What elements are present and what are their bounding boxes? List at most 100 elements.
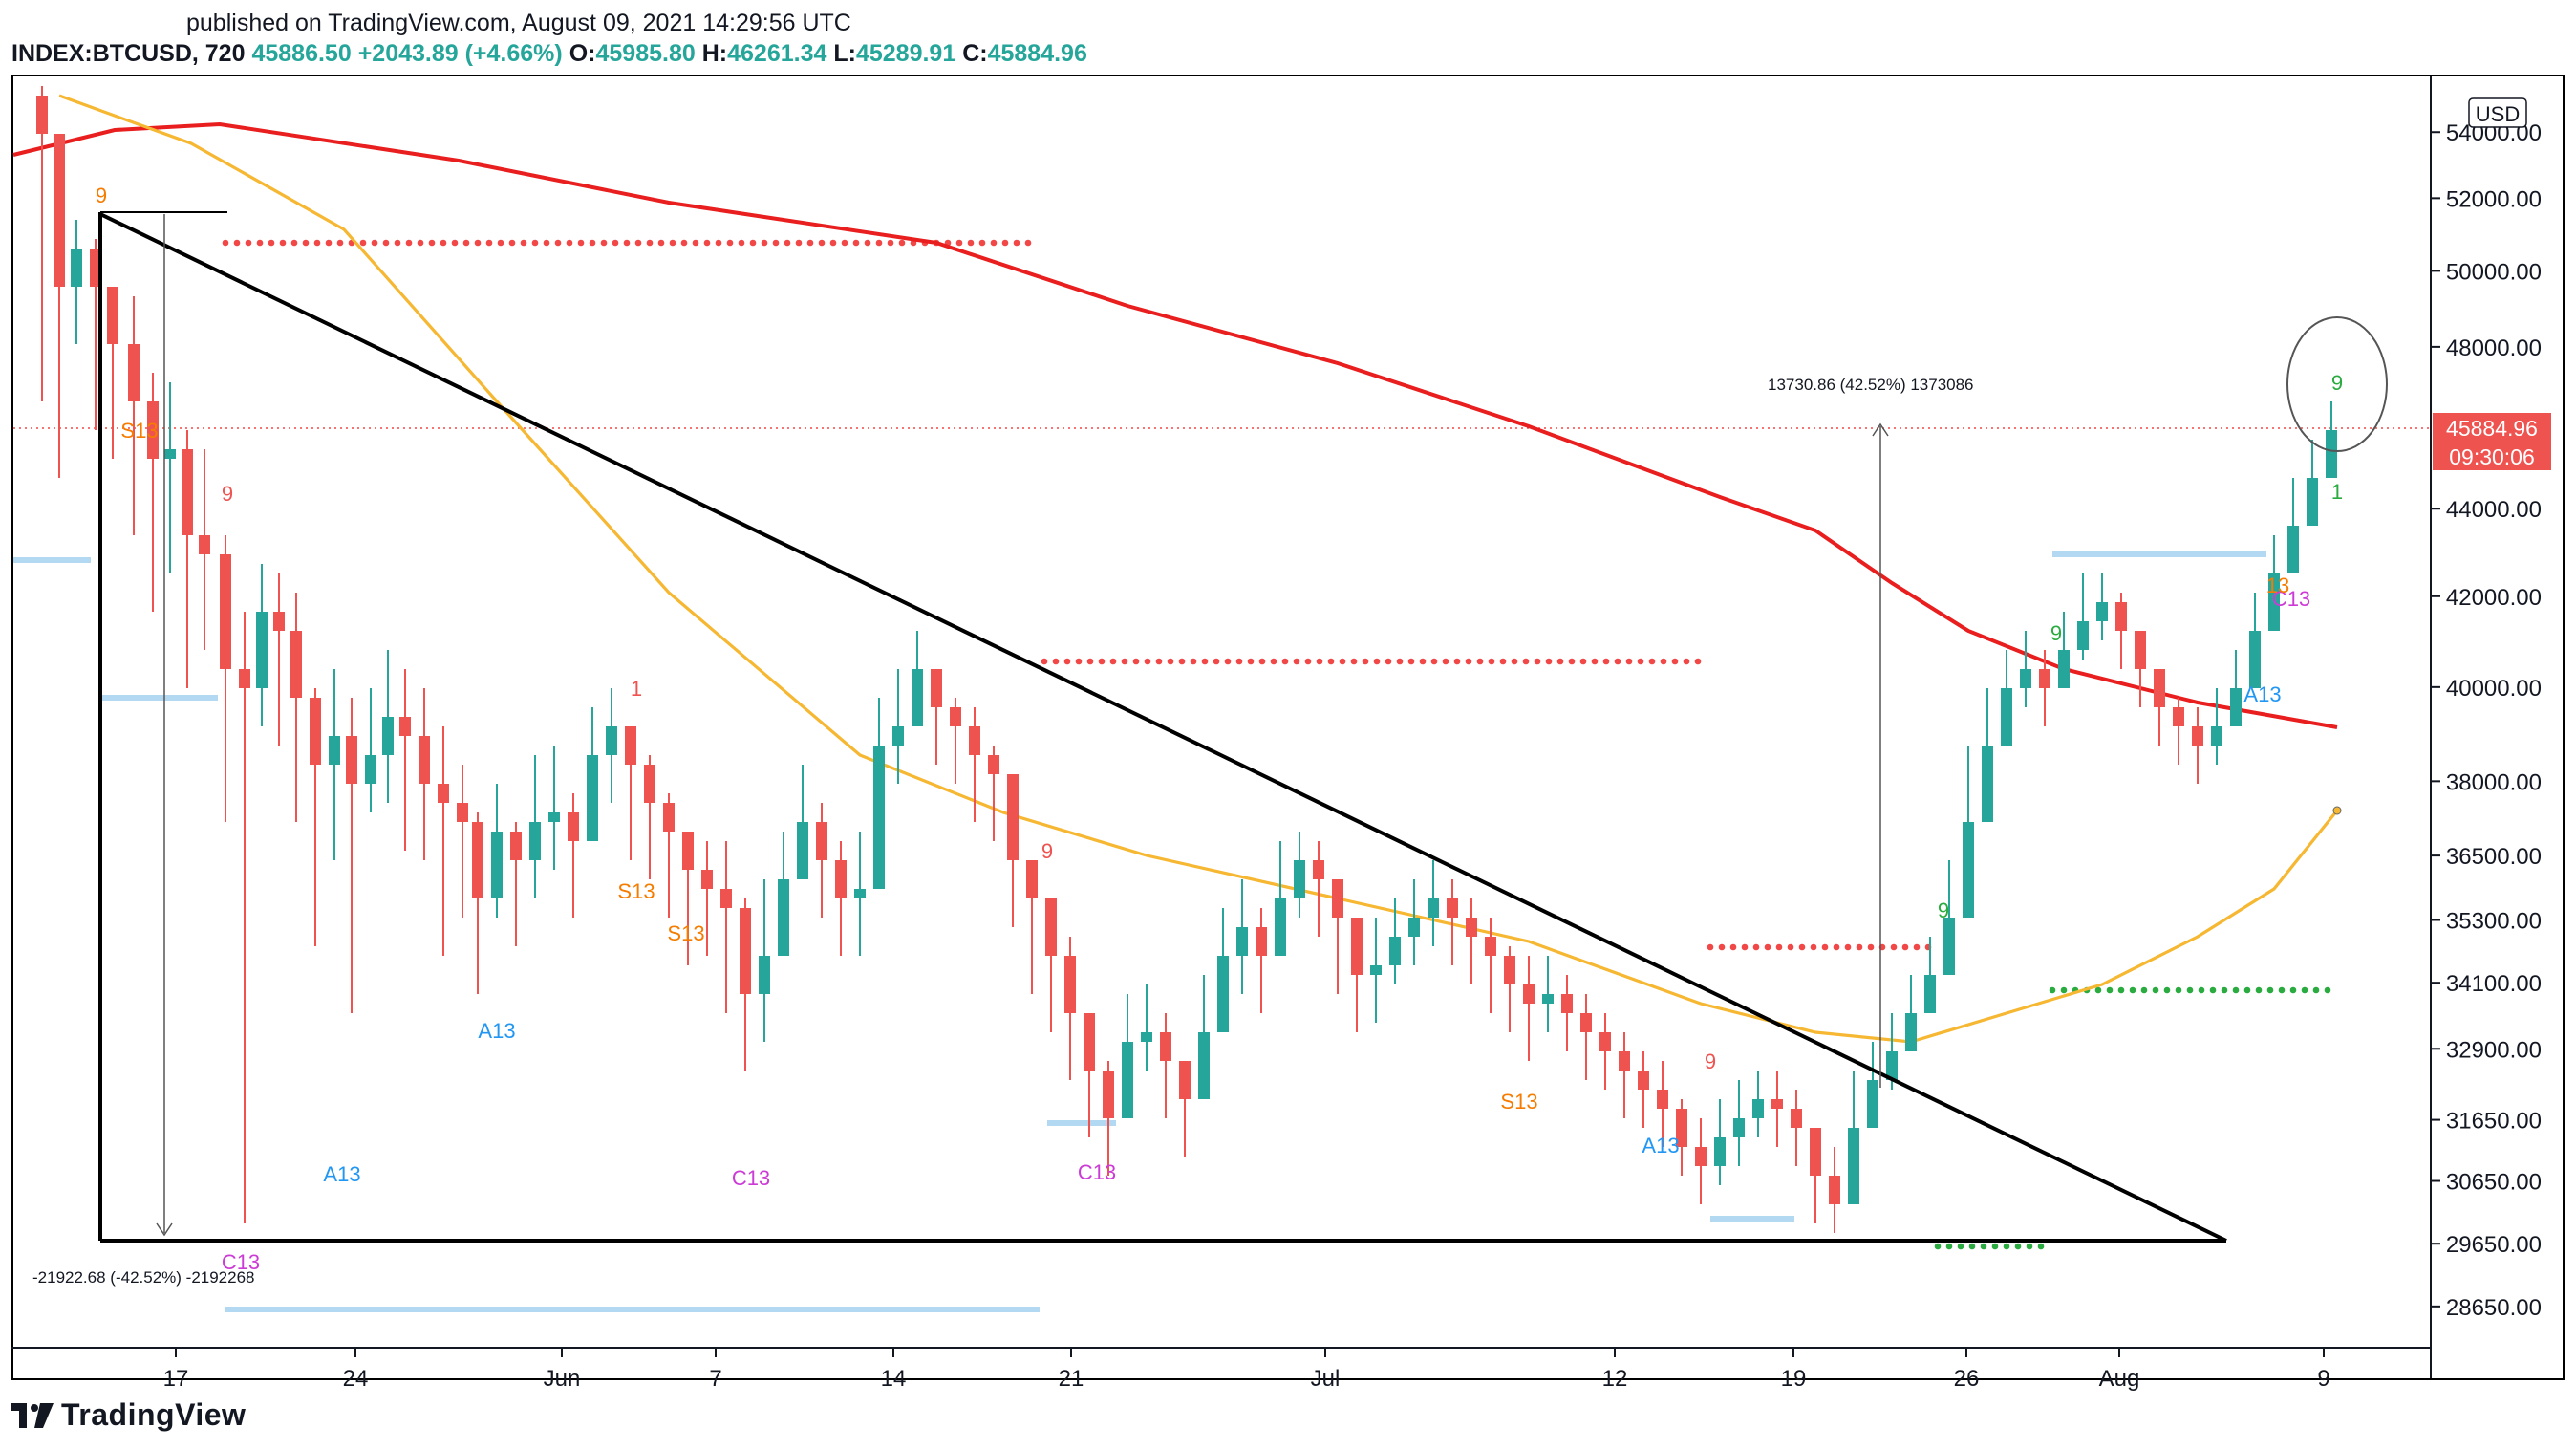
time-tick-label: Jul [1311, 1366, 1341, 1392]
candle-body [644, 765, 655, 803]
resistance-dot [864, 239, 871, 247]
candle-body [1160, 1032, 1171, 1061]
candle-body [529, 822, 541, 860]
resistance-dot [1041, 658, 1048, 665]
resistance-dot [1442, 658, 1449, 665]
candle-body [2192, 726, 2203, 746]
resistance-dot [1775, 943, 1783, 951]
resistance-dot [1579, 658, 1587, 665]
candle-body [1084, 1013, 1095, 1071]
drawings-layer [98, 211, 2388, 1243]
support-dot [2152, 986, 2159, 994]
resistance-dot [1063, 658, 1071, 665]
resistance-dot [382, 239, 390, 247]
resistance-dot [313, 239, 321, 247]
time-tick-label: Jun [544, 1366, 581, 1392]
support-dot [2014, 1243, 2022, 1250]
resistance-dot [772, 239, 780, 247]
measure-up-label: 13730.86 (42.52%) 1373086 [1768, 376, 1974, 394]
resistance-dot [1167, 658, 1174, 665]
support-dot [1945, 1243, 1953, 1250]
candle-body [1523, 984, 1535, 1004]
support-dot [2221, 986, 2228, 994]
resistance-dot [405, 239, 413, 247]
candle-body [1447, 898, 1458, 918]
candle-body [1275, 898, 1286, 956]
chart-frame[interactable] [11, 75, 2565, 1380]
resistance-dot [325, 239, 333, 247]
candle-body [290, 631, 302, 698]
resistance-dot [302, 239, 310, 247]
candle-body [1561, 994, 1573, 1013]
open-value: 45985.80 [595, 40, 696, 67]
levels-layer [13, 239, 2431, 1312]
support-dot [2163, 986, 2171, 994]
candle-body [1542, 994, 1554, 1004]
candle-body [1217, 956, 1229, 1032]
price-tick-label: 30650.00 [2446, 1170, 2542, 1196]
footer-brand[interactable]: TradingView [11, 1397, 246, 1433]
resistance-dot [543, 239, 550, 247]
candle-body [2173, 707, 2184, 726]
td-sequential-label: S13 [1500, 1090, 1537, 1114]
resistance-dot [1396, 658, 1404, 665]
resistance-dot [1833, 943, 1840, 951]
time-tick-label: 26 [1954, 1366, 1980, 1392]
resistance-dot [268, 239, 275, 247]
resistance-dot [955, 239, 963, 247]
price-tick-label: 38000.00 [2446, 769, 2542, 795]
resistance-dot [1327, 658, 1335, 665]
resistance-dot [1201, 658, 1209, 665]
candle-body [1294, 860, 1305, 898]
resistance-dot [1476, 658, 1484, 665]
support-dot [1934, 1243, 1942, 1250]
candle-body [1867, 1080, 1878, 1128]
candle-body [625, 726, 636, 765]
resistance-dot [1844, 943, 1852, 951]
resistance-dot [1086, 658, 1094, 665]
td-sequential-label: 9 [1705, 1049, 1716, 1073]
candle-body [329, 736, 340, 765]
last-price-badge [2433, 413, 2551, 470]
resistance-dot [1419, 658, 1427, 665]
resistance-dot [1281, 658, 1289, 665]
resistance-dot [1499, 658, 1507, 665]
resistance-dot [1741, 943, 1749, 951]
resistance-dot [1258, 658, 1266, 665]
candle-body [2230, 688, 2242, 726]
resistance-dot [1488, 658, 1495, 665]
price-tick-label: 34100.00 [2446, 971, 2542, 997]
resistance-dot [1362, 658, 1369, 665]
support-dot [2129, 986, 2136, 994]
resistance-dot [1856, 943, 1863, 951]
resistance-dot [852, 239, 860, 247]
price-change: +2043.89 (+4.66%) [357, 40, 563, 67]
resistance-dot [692, 239, 699, 247]
resistance-dot [1339, 658, 1346, 665]
candle-body [1943, 918, 1955, 975]
resistance-dot [1385, 658, 1392, 665]
resistance-dot [1810, 943, 1817, 951]
resistance-dot [1683, 658, 1690, 665]
resistance-dot [1798, 943, 1806, 951]
candle-body [2096, 602, 2108, 621]
candle-body [2287, 526, 2299, 573]
candle-body [759, 956, 770, 994]
td-sequential-label: A13 [323, 1162, 360, 1186]
candle-body [568, 812, 579, 841]
resistance-dot [1867, 943, 1875, 951]
time-tick-label: 12 [1602, 1366, 1628, 1392]
candle-body [1370, 965, 1382, 975]
resistance-dot [233, 239, 241, 247]
close-value: 45884.96 [987, 40, 1087, 67]
resistance-dot [784, 239, 791, 247]
measure-up-arrow [1872, 422, 1889, 437]
published-info: published on TradingView.com, August 09,… [186, 10, 851, 36]
candle-body [873, 746, 885, 889]
support-dot [2106, 986, 2114, 994]
labels-layer: 13730.86 (42.52%) 1373086 -21922.68 (-42.… [32, 184, 2551, 1287]
resistance-dot [657, 239, 665, 247]
candle-body [912, 669, 923, 726]
td-sequential-label: A13 [1642, 1134, 1679, 1157]
